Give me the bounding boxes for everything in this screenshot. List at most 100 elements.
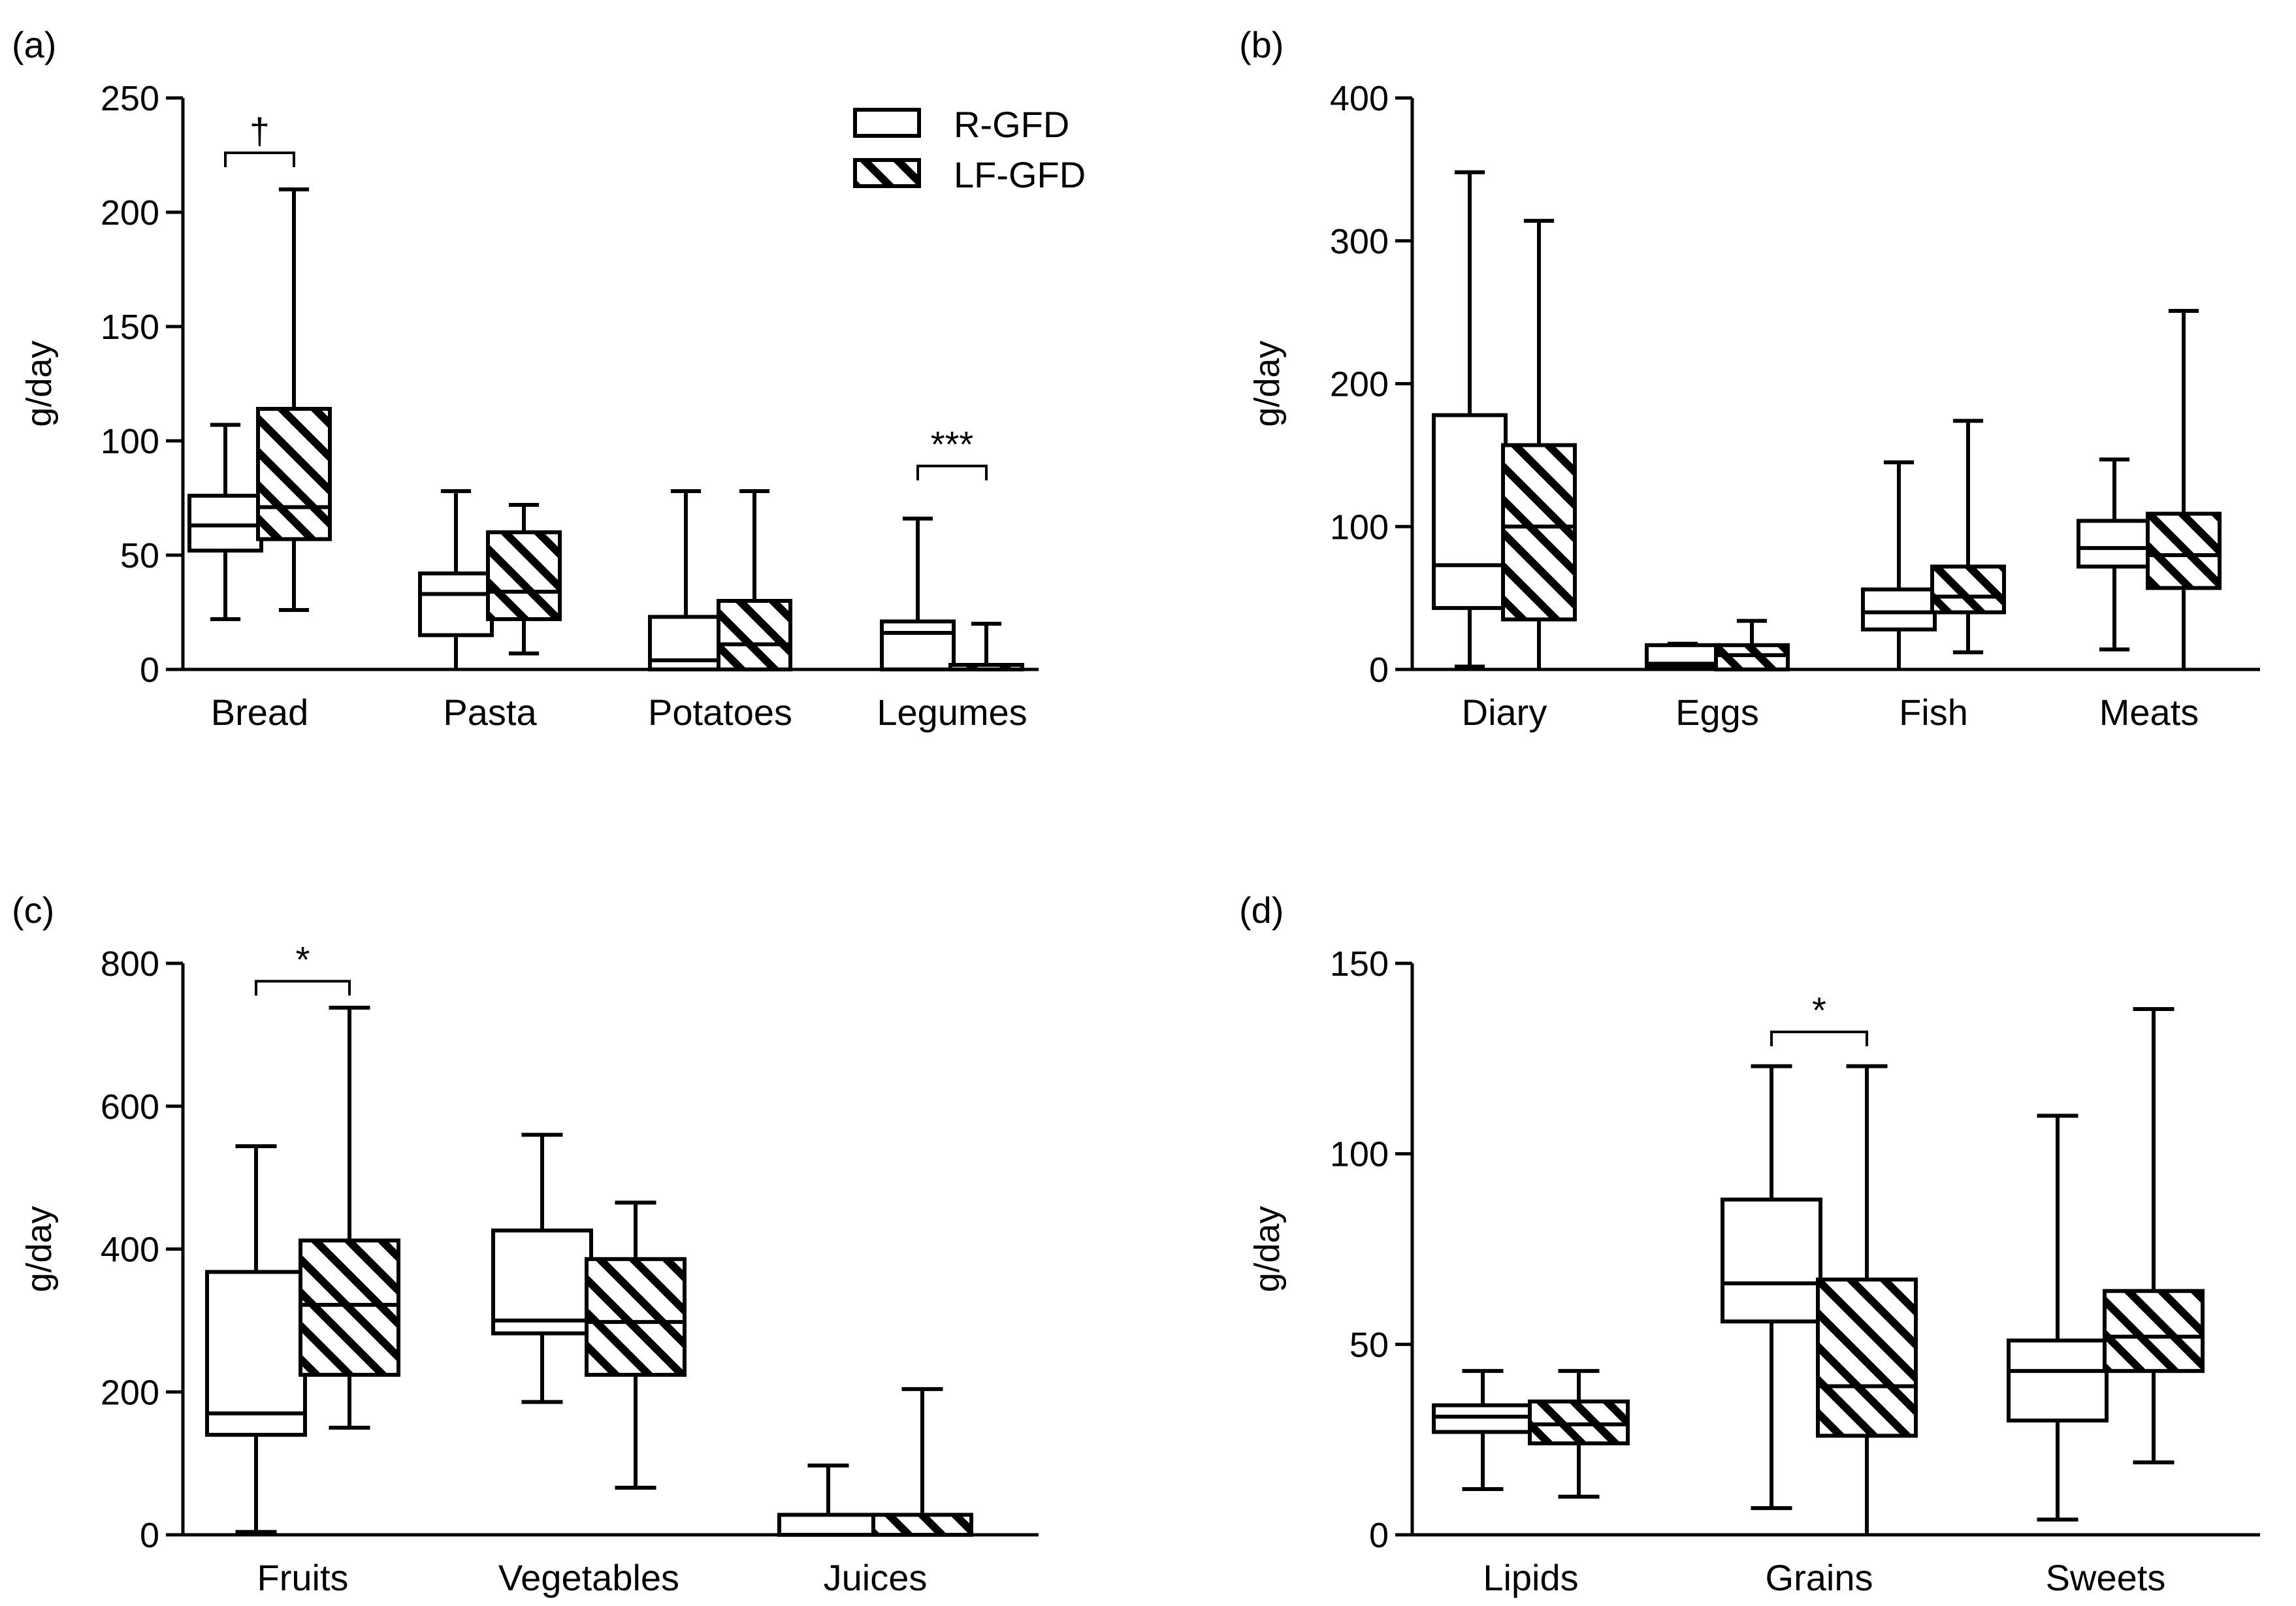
significance-bread: † bbox=[224, 110, 295, 167]
category-label-vegetables: Vegetables bbox=[498, 1557, 679, 1598]
significance-grains: * bbox=[1770, 989, 1868, 1046]
category-label-meats: Meats bbox=[2099, 692, 2199, 733]
box-pasta-lf-gfd bbox=[486, 503, 562, 656]
legend: R-GFD LF-GFD bbox=[853, 104, 1086, 195]
y-tick-label: 0 bbox=[140, 650, 159, 690]
box-potatoes-r-gfd bbox=[648, 489, 724, 671]
y-tick-label: 100 bbox=[1330, 1135, 1389, 1174]
y-tick-label: 400 bbox=[101, 1230, 159, 1270]
legend-swatch-r-gfd bbox=[853, 108, 921, 138]
category-label-bread: Bread bbox=[211, 692, 308, 733]
box-potatoes-lf-gfd bbox=[717, 489, 792, 671]
y-tick-label: 400 bbox=[1330, 79, 1389, 118]
box-lipids-lf-gfd bbox=[1528, 1369, 1630, 1499]
box-juices-r-gfd bbox=[777, 1463, 879, 1537]
box-grains-r-gfd bbox=[1721, 1064, 1822, 1511]
box-body bbox=[777, 1513, 879, 1537]
y-tick-label: 50 bbox=[120, 536, 159, 575]
category-label-eggs: Eggs bbox=[1675, 692, 1759, 733]
box-body bbox=[585, 1257, 687, 1377]
y-tick-label: 0 bbox=[1369, 650, 1389, 690]
y-axis-label: g/day bbox=[20, 340, 59, 426]
box-legumes-lf-gfd bbox=[948, 622, 1024, 671]
category-label-fruits: Fruits bbox=[257, 1557, 349, 1598]
box-fruits-lf-gfd bbox=[299, 1005, 400, 1430]
y-tick-label: 200 bbox=[101, 193, 159, 233]
box-diary-r-gfd bbox=[1432, 170, 1508, 669]
significance-bracket bbox=[1770, 1031, 1868, 1046]
significance-bracket bbox=[255, 980, 351, 996]
box-body bbox=[205, 1270, 307, 1437]
panel-c: (c) g/day 0 200 400 600 800 Fruits Vegetables Jui… bbox=[12, 890, 1039, 1598]
category-label-legumes: Legumes bbox=[877, 692, 1027, 733]
box-body bbox=[1714, 643, 1790, 671]
box-body bbox=[418, 571, 494, 637]
y-tick-label: 250 bbox=[101, 79, 159, 118]
y-tick-label: 600 bbox=[101, 1087, 159, 1127]
y-tick-label: 150 bbox=[101, 308, 159, 347]
panel-label: (d) bbox=[1239, 890, 1284, 931]
panel-label: (b) bbox=[1239, 24, 1284, 65]
category-label-juices: Juices bbox=[824, 1557, 928, 1598]
y-tick-label: 100 bbox=[1330, 507, 1389, 547]
box-body bbox=[2007, 1338, 2109, 1422]
box-body bbox=[871, 1513, 973, 1537]
box-body bbox=[256, 407, 332, 541]
box-sweets-r-gfd bbox=[2007, 1114, 2109, 1522]
box-fish-r-gfd bbox=[1861, 460, 1937, 669]
box-body bbox=[1861, 587, 1937, 632]
box-body bbox=[1721, 1197, 1822, 1324]
category-label-diary: Diary bbox=[1462, 692, 1547, 733]
significance-label: * bbox=[1812, 989, 1826, 1031]
legend-label-r-gfd: R-GFD bbox=[954, 104, 1069, 145]
y-axis-label: g/day bbox=[1248, 340, 1287, 426]
box-body bbox=[1432, 413, 1508, 610]
box-body bbox=[299, 1238, 400, 1377]
box-bread-lf-gfd bbox=[256, 187, 332, 612]
y-axis-label: g/day bbox=[1248, 1206, 1287, 1292]
y-tick-label: 50 bbox=[1350, 1325, 1389, 1364]
panel-a: (a) g/day 0 50 100 150 200 250 Bread Pasta Potatoe… bbox=[12, 24, 1039, 733]
box-legumes-r-gfd bbox=[880, 517, 956, 671]
box-body bbox=[491, 1229, 593, 1336]
box-diary-lf-gfd bbox=[1501, 219, 1577, 669]
significance-label: * bbox=[296, 939, 310, 980]
y-axis-label: g/day bbox=[20, 1206, 59, 1292]
category-label-grains: Grains bbox=[1766, 1557, 1873, 1598]
box-pasta-r-gfd bbox=[418, 489, 494, 669]
box-eggs-lf-gfd bbox=[1714, 618, 1790, 671]
box-meats-r-gfd bbox=[2077, 457, 2152, 652]
box-body bbox=[1501, 443, 1577, 622]
box-body bbox=[1816, 1277, 1918, 1438]
box-body bbox=[717, 599, 792, 671]
box-fish-lf-gfd bbox=[1930, 419, 2006, 654]
box-meats-lf-gfd bbox=[2146, 308, 2222, 669]
box-body bbox=[2103, 1289, 2205, 1373]
box-body bbox=[2146, 511, 2222, 590]
category-label-lipids: Lipids bbox=[1483, 1557, 1578, 1598]
significance-legumes: *** bbox=[916, 424, 988, 481]
box-body bbox=[880, 619, 956, 671]
box-lipids-r-gfd bbox=[1432, 1369, 1534, 1491]
category-label-potatoes: Potatoes bbox=[648, 692, 792, 733]
y-tick-label: 300 bbox=[1330, 222, 1389, 261]
category-label-fish: Fish bbox=[1899, 692, 1968, 733]
y-tick-label: 200 bbox=[101, 1373, 159, 1412]
box-body bbox=[187, 494, 263, 553]
y-tick-label: 200 bbox=[1330, 365, 1389, 404]
legend-label-lf-gfd: LF-GFD bbox=[954, 154, 1086, 195]
y-tick-label: 800 bbox=[101, 944, 159, 984]
category-label-sweets: Sweets bbox=[2046, 1557, 2166, 1598]
significance-bracket bbox=[916, 464, 988, 481]
panel-label: (c) bbox=[12, 890, 54, 931]
box-body bbox=[486, 530, 562, 621]
panel-label: (a) bbox=[12, 24, 56, 65]
category-label-pasta: Pasta bbox=[443, 692, 537, 733]
significance-fruits: * bbox=[255, 939, 351, 996]
box-sweets-lf-gfd bbox=[2103, 1007, 2205, 1465]
box-eggs-r-gfd bbox=[1645, 641, 1721, 669]
y-tick-label: 150 bbox=[1330, 944, 1389, 984]
box-grains-lf-gfd bbox=[1816, 1064, 1918, 1535]
y-tick-label: 100 bbox=[101, 422, 159, 461]
